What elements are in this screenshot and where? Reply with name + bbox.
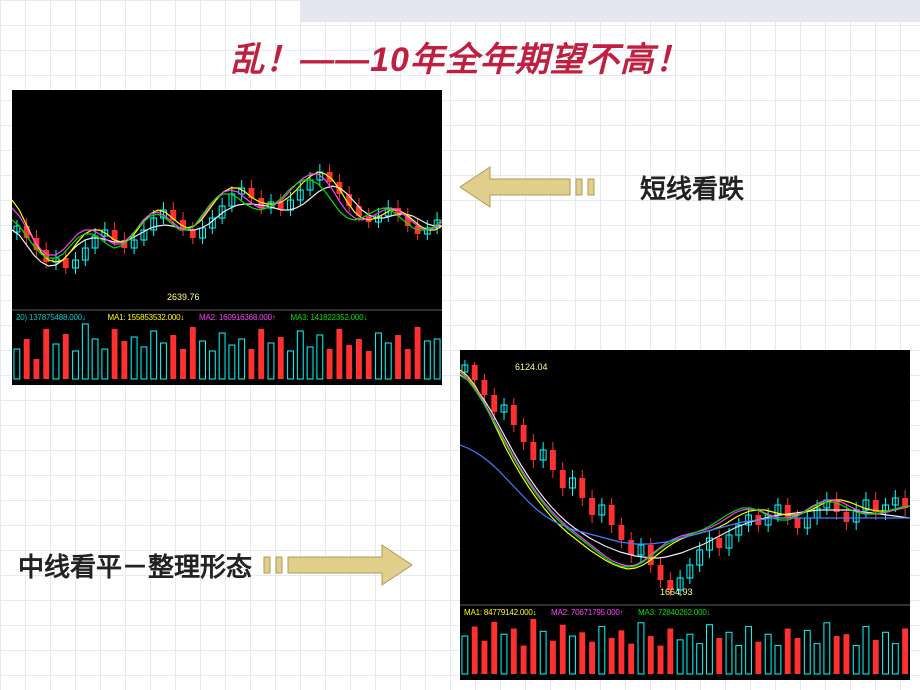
- svg-text:MA1: 155853532.000↓: MA1: 155853532.000↓: [108, 313, 185, 322]
- svg-text:2639.76: 2639.76: [167, 292, 200, 302]
- svg-text:MA2: 70671795.000↑: MA2: 70671795.000↑: [551, 608, 624, 617]
- svg-text:20) 137875488.000↓: 20) 137875488.000↓: [16, 313, 86, 322]
- svg-text:MA1: 84779142.000↓: MA1: 84779142.000↓: [464, 608, 537, 617]
- top-bar: [300, 0, 920, 22]
- svg-text:1664.93: 1664.93: [660, 587, 693, 597]
- arrow-right-icon: [262, 540, 412, 590]
- label-mid-term: 中线看平－整理形态: [18, 547, 252, 584]
- arrow-mid-term: 中线看平－整理形态: [18, 540, 412, 590]
- svg-text:MA3: 72840262.000↓: MA3: 72840262.000↓: [638, 608, 711, 617]
- chart-mid-term: 6124.04 1664.93 MA1: 84779142.000↓ MA2: 706…: [460, 350, 910, 680]
- chart-short-term: 2639.76 20) 137875488.000↓ MA1: 155853532…: [12, 90, 442, 385]
- svg-text:6124.04: 6124.04: [515, 362, 548, 372]
- label-short-term: 短线看跌: [640, 169, 744, 206]
- svg-text:MA2: 160916368.000↑: MA2: 160916368.000↑: [199, 313, 276, 322]
- svg-text:MA3: 141822352.000↓: MA3: 141822352.000↓: [291, 313, 368, 322]
- arrow-short-term: 短线看跌: [460, 162, 744, 212]
- arrow-left-icon: [460, 162, 610, 212]
- page-title: 乱！——10年全年期望不高！: [0, 32, 920, 81]
